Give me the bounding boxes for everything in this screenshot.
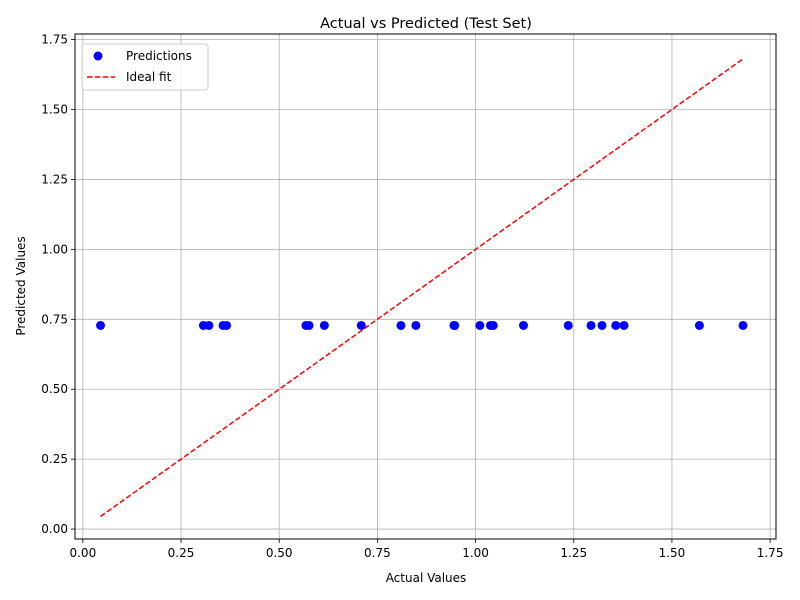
grid-lines xyxy=(75,34,776,539)
prediction-point xyxy=(597,320,607,330)
x-tick-label: 0.50 xyxy=(266,546,293,560)
prediction-point xyxy=(304,320,314,330)
legend-predictions-marker xyxy=(93,51,103,61)
x-tick-label: 1.25 xyxy=(560,546,587,560)
y-tick-label: 1.25 xyxy=(41,172,68,186)
y-tick-label: 0.50 xyxy=(41,382,68,396)
prediction-point xyxy=(222,320,232,330)
x-axis-label: Actual Values xyxy=(386,571,467,585)
prediction-point xyxy=(450,320,460,330)
y-tick-label: 0.00 xyxy=(41,522,68,536)
prediction-point xyxy=(396,320,406,330)
x-tick-label: 1.50 xyxy=(659,546,686,560)
prediction-point xyxy=(738,320,748,330)
x-tick-label: 1.75 xyxy=(757,546,784,560)
y-tick-label: 1.50 xyxy=(41,103,68,117)
axes-frame xyxy=(74,33,777,540)
prediction-point xyxy=(586,320,596,330)
ideal-fit-series xyxy=(100,58,744,518)
y-axis-label: Predicted Values xyxy=(14,236,28,335)
x-tick-label: 0.25 xyxy=(168,546,195,560)
prediction-point xyxy=(694,320,704,330)
y-tick-label: 0.25 xyxy=(41,452,68,466)
prediction-point xyxy=(619,320,629,330)
prediction-point xyxy=(411,320,421,330)
chart-title: Actual vs Predicted (Test Set) xyxy=(320,16,532,32)
plot-area xyxy=(74,33,777,540)
ideal-fit-line xyxy=(100,58,744,518)
prediction-point xyxy=(611,320,621,330)
prediction-point xyxy=(204,320,214,330)
legend-ideal-fit-label: Ideal fit xyxy=(126,70,172,84)
prediction-point xyxy=(96,320,106,330)
legend-predictions-label: Predictions xyxy=(126,49,192,63)
y-tick-label: 1.75 xyxy=(41,33,68,47)
y-tick-label: 1.00 xyxy=(41,242,68,256)
predictions-series xyxy=(96,320,748,330)
prediction-point xyxy=(319,320,329,330)
x-tick-label: 0.75 xyxy=(364,546,391,560)
x-tick-label: 0.00 xyxy=(69,546,96,560)
y-tick-label: 0.75 xyxy=(41,312,68,326)
legend: Predictions Ideal fit xyxy=(81,43,209,91)
y-axis-ticks: 0.00 0.25 0.50 0.75 1.00 1.25 1.50 1.75 xyxy=(41,33,75,536)
x-tick-label: 1.00 xyxy=(462,546,489,560)
legend-box xyxy=(81,43,209,91)
prediction-point xyxy=(563,320,573,330)
x-axis-ticks: 0.00 0.25 0.50 0.75 1.00 1.25 1.50 1.75 xyxy=(69,539,783,560)
prediction-point xyxy=(475,320,485,330)
prediction-point xyxy=(518,320,528,330)
prediction-point xyxy=(488,320,498,330)
prediction-point xyxy=(356,320,366,330)
